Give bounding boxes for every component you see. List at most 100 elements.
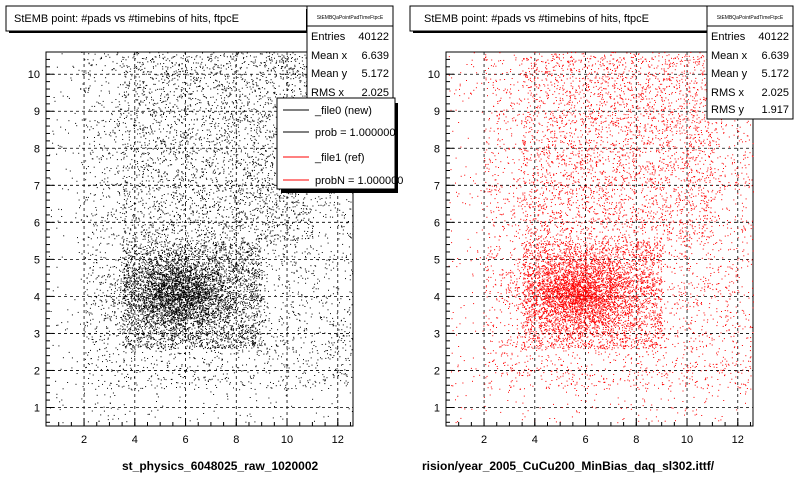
left-point xyxy=(235,100,236,101)
left-point xyxy=(196,300,198,302)
left-point xyxy=(291,255,293,257)
left-point xyxy=(166,335,168,337)
left-point xyxy=(130,348,132,350)
left-point xyxy=(175,122,176,124)
left-point xyxy=(122,212,124,214)
left-point xyxy=(290,61,292,62)
left-point xyxy=(190,282,192,284)
left-point xyxy=(279,195,281,197)
left-point xyxy=(212,170,214,172)
left-point xyxy=(194,271,196,273)
left-point xyxy=(152,109,153,111)
left-point xyxy=(310,265,312,267)
left-point xyxy=(201,274,203,276)
left-point xyxy=(234,312,236,314)
left-point xyxy=(168,370,170,372)
left-point xyxy=(306,296,308,297)
left-point xyxy=(182,286,183,287)
left-point xyxy=(220,288,222,290)
left-point xyxy=(220,301,222,303)
left-point xyxy=(169,299,171,301)
left-point xyxy=(185,369,187,370)
left-point xyxy=(108,82,110,84)
left-point xyxy=(173,265,175,267)
left-point xyxy=(315,381,317,383)
left-point xyxy=(252,61,254,63)
left-point xyxy=(252,194,254,196)
left-point xyxy=(224,307,226,309)
left-point xyxy=(152,226,154,228)
left-point xyxy=(219,130,221,132)
left-point xyxy=(217,298,219,300)
left-point xyxy=(254,333,256,335)
left-point xyxy=(141,333,143,334)
left-point xyxy=(95,331,97,332)
left-point xyxy=(138,283,140,285)
left-point xyxy=(176,149,178,151)
left-point xyxy=(347,311,349,313)
left-point xyxy=(151,263,153,265)
left-point xyxy=(231,336,232,338)
left-point xyxy=(237,121,239,122)
left-point xyxy=(238,279,240,281)
left-point xyxy=(200,275,202,277)
left-point xyxy=(90,238,92,240)
left-point xyxy=(251,325,253,327)
left-point xyxy=(213,243,214,244)
left-point xyxy=(255,156,257,158)
left-point xyxy=(136,290,138,292)
left-point xyxy=(215,245,217,247)
left-point xyxy=(175,263,177,265)
left-point xyxy=(283,236,285,238)
left-point xyxy=(192,274,194,276)
left-point xyxy=(147,277,149,279)
left-point xyxy=(134,282,136,284)
left-point xyxy=(232,209,234,211)
left-point xyxy=(187,108,189,110)
left-point xyxy=(181,177,183,179)
left-point xyxy=(62,357,64,359)
left-point xyxy=(172,197,174,198)
left-point xyxy=(87,59,89,61)
left-point xyxy=(237,124,239,126)
left-point xyxy=(63,235,65,237)
left-point xyxy=(135,120,137,122)
left-point xyxy=(150,291,152,293)
left-point xyxy=(188,276,190,278)
left-point xyxy=(244,169,246,171)
left-point xyxy=(239,294,241,296)
left-point xyxy=(177,311,179,313)
left-point xyxy=(297,358,298,360)
left-point xyxy=(87,166,89,167)
left-point xyxy=(175,289,177,291)
left-point xyxy=(270,79,272,81)
left-point xyxy=(134,142,135,144)
left-point xyxy=(242,241,244,243)
left-point xyxy=(96,249,98,251)
left-point xyxy=(174,345,176,347)
left-point xyxy=(233,278,235,280)
left-point xyxy=(250,193,252,195)
left-point xyxy=(270,387,272,389)
left-point xyxy=(128,139,130,141)
left-point xyxy=(274,76,276,78)
left-point xyxy=(143,63,144,65)
left-point xyxy=(157,218,159,220)
left-point xyxy=(233,266,235,268)
left-point xyxy=(203,402,205,404)
left-point xyxy=(209,323,211,325)
left-point xyxy=(252,194,254,196)
left-point xyxy=(282,353,284,355)
left-point xyxy=(175,142,177,144)
left-point xyxy=(155,283,157,285)
left-point xyxy=(147,341,149,343)
left-point xyxy=(127,193,129,195)
left-point xyxy=(262,116,264,118)
left-point xyxy=(250,294,252,296)
left-point xyxy=(225,305,227,307)
left-point xyxy=(263,353,265,355)
left-point xyxy=(213,338,214,340)
left-point xyxy=(202,250,204,252)
left-point xyxy=(233,322,235,324)
left-point xyxy=(94,214,96,216)
